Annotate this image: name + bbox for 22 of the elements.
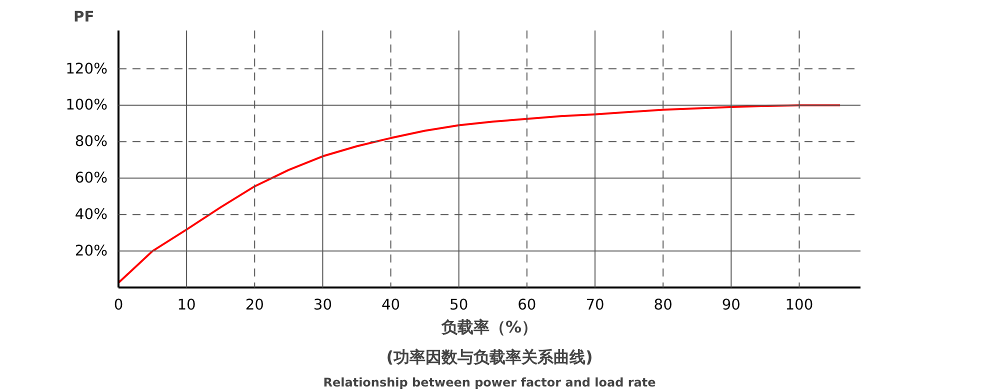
- x-tick-label: 40: [381, 296, 400, 314]
- y-tick-label: 120%: [66, 60, 108, 78]
- y-tick-label: 40%: [74, 206, 108, 224]
- x-tick-label: 100: [785, 296, 814, 314]
- x-tick-label: 10: [177, 296, 196, 314]
- y-tick-label: 100%: [66, 96, 108, 114]
- y-axis-title: PF: [74, 8, 94, 26]
- x-tick-label: 20: [245, 296, 264, 314]
- x-tick-label: 60: [518, 296, 536, 314]
- y-tick-label: 60%: [74, 170, 108, 187]
- text: (功率因数与负载率关系曲线): [386, 348, 593, 366]
- x-axis-title: 负载率（%）: [440, 318, 538, 336]
- x-tick-label: 70: [586, 296, 604, 314]
- line-series: [118, 104, 842, 284]
- x-tick-label: 80: [654, 296, 672, 314]
- x-tick-label: 90: [722, 296, 740, 314]
- x-tick-label: 50: [450, 296, 468, 314]
- x-tick-label: 30: [313, 296, 332, 314]
- y-tick-label: 20%: [74, 242, 108, 260]
- x-tick-label: 0: [114, 296, 124, 314]
- text: Relationship between power factor and load rate: [323, 376, 656, 390]
- y-tick-label: 80%: [74, 133, 108, 150]
